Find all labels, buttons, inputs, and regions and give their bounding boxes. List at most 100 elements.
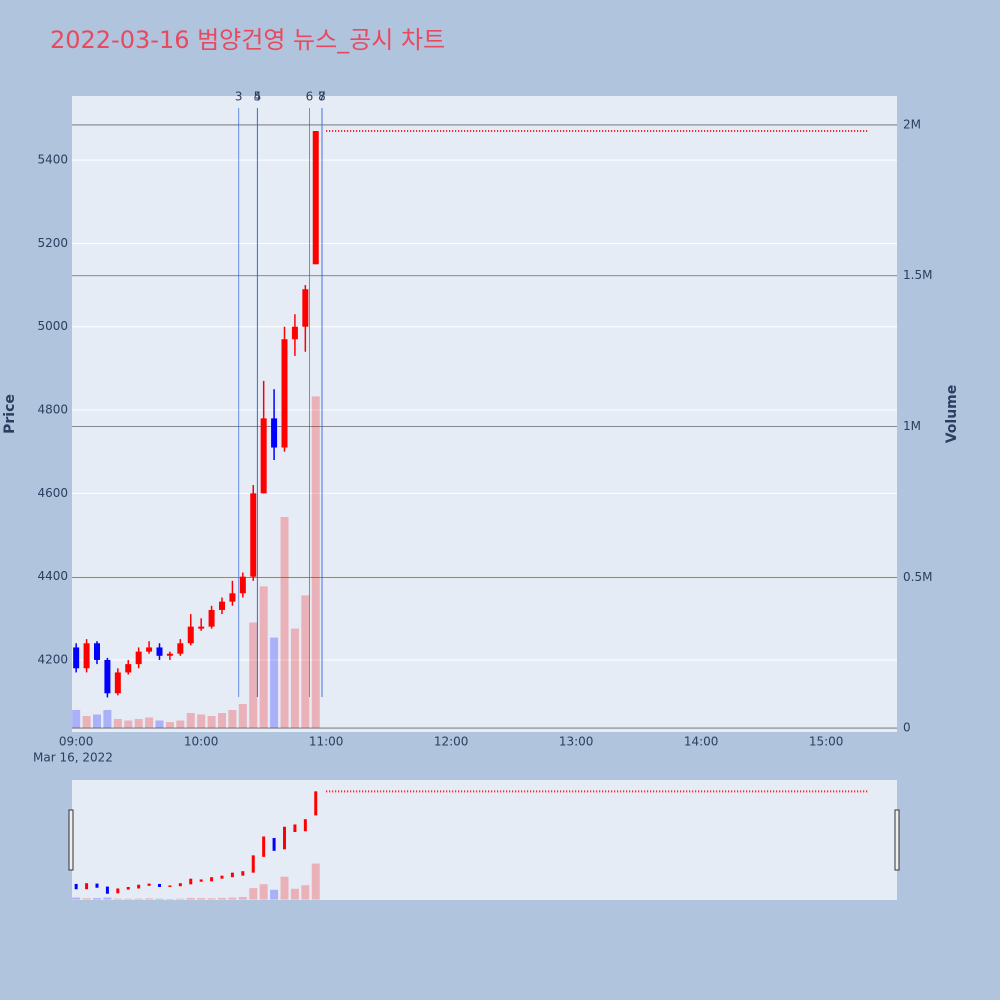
y2-tick-label: 1M — [903, 419, 921, 433]
volume-bar-mini — [124, 898, 133, 900]
volume-bar-mini — [145, 898, 154, 900]
volume-bar-mini — [207, 898, 216, 900]
y-tick-label: 5000 — [37, 319, 68, 333]
volume-bar-mini — [176, 898, 185, 900]
volume-bar — [238, 703, 247, 729]
volume-bar-mini — [165, 898, 174, 900]
volume-bar-mini — [186, 897, 195, 900]
x-tick-label: 09:00 — [59, 735, 94, 749]
x-tick-label: 12:00 — [434, 735, 469, 749]
candle-body — [104, 659, 111, 694]
x-date-label: Mar 16, 2022 — [33, 751, 113, 765]
candle-body — [73, 647, 80, 669]
volume-bar — [124, 720, 133, 729]
volume-bar-mini — [72, 897, 81, 900]
candle-body — [83, 643, 90, 669]
news-label: 4 — [254, 90, 262, 104]
y2-tick-label: 1.5M — [903, 268, 932, 282]
volume-bar — [218, 713, 226, 729]
y-tick-label: 4400 — [37, 569, 68, 583]
candle-body — [94, 643, 100, 660]
volume-bar-mini — [290, 888, 299, 900]
news-label: 8 — [318, 90, 326, 104]
candle-body — [208, 609, 215, 627]
candle-body — [239, 576, 246, 594]
range-slider — [72, 780, 897, 900]
volume-bar-mini — [259, 884, 268, 900]
candle-body — [260, 418, 267, 494]
candle-body — [312, 130, 319, 265]
slider-handle[interactable] — [68, 809, 74, 871]
candle-body — [125, 664, 132, 673]
y2-tick-label: 0.5M — [903, 570, 932, 584]
volume-bar-mini — [155, 898, 164, 900]
news-label: 3 — [235, 90, 243, 104]
candle-body — [281, 339, 288, 448]
volume-bar — [82, 716, 91, 729]
volume-bar — [186, 713, 195, 729]
volume-bar-mini — [270, 889, 279, 900]
volume-bar-mini — [280, 876, 289, 900]
candle-body — [229, 593, 236, 602]
candle-body — [187, 626, 194, 644]
volume-bar — [103, 709, 112, 729]
candle-body — [250, 493, 257, 577]
volume-bar-mini — [113, 898, 122, 900]
y2-axis-title: Volume — [944, 385, 960, 444]
news-label: 6 — [306, 90, 314, 104]
volume-bar — [165, 722, 174, 729]
volume-bar — [176, 720, 185, 729]
volume-bar — [228, 709, 237, 729]
volume-bar — [93, 714, 101, 729]
volume-bar-mini — [134, 898, 143, 900]
chart-title: 2022-03-16 범양건영 뉴스_공시 차트 — [50, 26, 445, 54]
volume-bar-mini — [238, 896, 247, 900]
candle-body — [166, 653, 173, 656]
volume-bar-mini — [228, 897, 237, 900]
y-tick-label: 4600 — [37, 486, 68, 500]
candle-body — [156, 647, 163, 656]
x-tick-label: 14:00 — [684, 735, 719, 749]
volume-bar — [113, 719, 122, 729]
volume-bar — [270, 637, 279, 729]
x-tick-label: 13:00 — [559, 735, 594, 749]
volume-bar — [259, 586, 268, 729]
volume-bar-mini — [301, 885, 310, 900]
volume-bar-mini — [311, 863, 320, 900]
volume-bar-mini — [197, 898, 206, 900]
candle-body — [302, 289, 309, 327]
volume-bar — [290, 628, 299, 729]
candle-body — [219, 601, 225, 610]
volume-bar-mini — [249, 888, 258, 900]
volume-bar — [301, 595, 310, 729]
news-label: 5 — [254, 90, 262, 104]
volume-bar — [249, 622, 258, 729]
candle-body — [146, 647, 153, 652]
news-label: 7 — [318, 90, 326, 104]
volume-bar — [197, 714, 206, 729]
volume-bar-mini — [103, 897, 112, 900]
candle-body — [177, 643, 184, 654]
y-axis-title: Price — [2, 394, 18, 434]
volume-bar — [145, 717, 154, 729]
y-tick-label: 4200 — [37, 652, 68, 666]
x-tick-label: 15:00 — [809, 735, 844, 749]
slider-handle[interactable] — [894, 809, 900, 871]
candle-body — [114, 672, 121, 694]
volume-bar-mini — [218, 897, 226, 900]
plot-area — [72, 96, 897, 732]
y-tick-label: 5400 — [37, 153, 68, 167]
candle-body — [198, 626, 205, 629]
candle-body — [291, 326, 298, 340]
x-tick-label: 11:00 — [309, 735, 344, 749]
y2-tick-label: 0 — [903, 721, 911, 735]
volume-bar — [155, 720, 164, 729]
x-tick-label: 10:00 — [184, 735, 219, 749]
candle-body — [271, 418, 278, 448]
volume-bar — [280, 516, 289, 729]
volume-bar — [311, 396, 320, 729]
volume-bar — [72, 709, 81, 729]
volume-bar-mini — [82, 898, 91, 900]
volume-bar-mini — [93, 898, 101, 900]
